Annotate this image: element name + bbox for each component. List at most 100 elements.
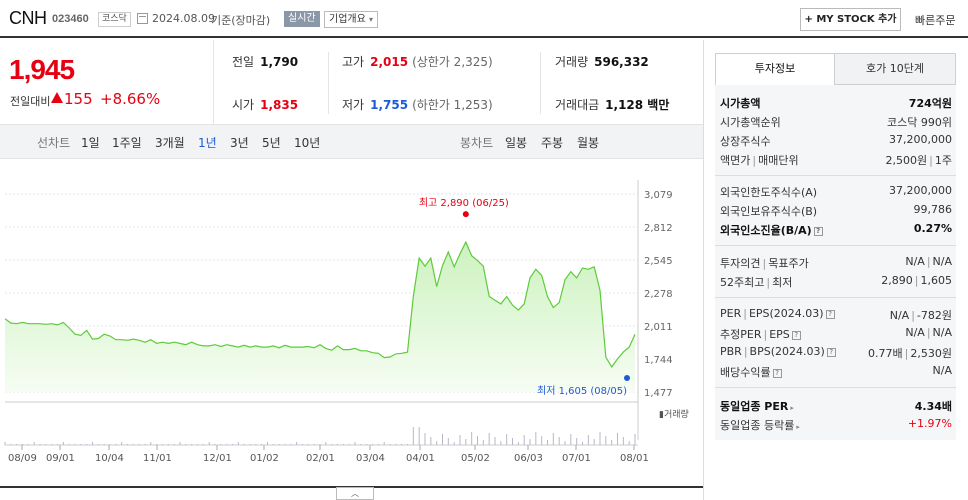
stat-volume: 거래량 596,332 <box>555 53 649 70</box>
tab-daily[interactable]: 일봉 <box>505 136 528 150</box>
stat-value: 1,755 <box>370 98 409 112</box>
x-tick-label: 02/01 <box>306 453 335 464</box>
high-marker <box>462 211 469 218</box>
x-tick-label: 08/09 <box>8 453 37 464</box>
tab-3m[interactable]: 3개월 <box>155 136 185 150</box>
divider <box>715 297 956 298</box>
value: -782원 <box>916 309 952 322</box>
up-arrow-icon <box>51 92 63 103</box>
tab-3y[interactable]: 3년 <box>230 136 249 150</box>
label: EPS <box>769 328 790 341</box>
y-tick-label: 2,011 <box>644 322 673 333</box>
help-icon[interactable]: ? <box>825 310 835 319</box>
value: 0.77배 <box>868 347 903 360</box>
row-est-per-eps: 추정PER | EPS? N/A | N/A <box>720 326 952 341</box>
value: N/A <box>932 364 952 377</box>
tab-weekly[interactable]: 주봉 <box>541 136 564 150</box>
stat-value: 1,128 백만 <box>605 98 670 112</box>
value: 2,890 <box>881 274 913 287</box>
x-tick-label: 12/01 <box>203 453 232 464</box>
company-overview-dropdown[interactable]: 기업개요 ▾ <box>324 11 379 28</box>
stat-value: 1,835 <box>260 98 299 112</box>
value: 1주 <box>934 154 952 167</box>
divider <box>540 52 541 114</box>
candle-chart-label: 봉차트 <box>460 136 494 150</box>
stat-label: 거래대금 <box>555 98 600 112</box>
stat-value: 1,790 <box>260 55 299 69</box>
help-icon[interactable]: ? <box>791 331 801 340</box>
x-tick-label: 09/01 <box>46 453 75 464</box>
label: 동일업종 등락률 <box>720 419 795 432</box>
stat-low: 저가 1,755 (하한가 1,253) <box>342 96 493 113</box>
value: N/A <box>932 255 952 268</box>
divider <box>328 52 329 114</box>
stock-header: CNH 023460 코스닥 2024.08.09 기준(장마감) 실시간 기업… <box>0 0 968 38</box>
realtime-button[interactable]: 실시간 <box>284 11 320 27</box>
row-foreign-exhaustion: 외국인소진율(B/A)? 0.27% <box>720 222 952 240</box>
stat-high: 고가 2,015 (상한가 2,325) <box>342 53 493 70</box>
value: 724억원 <box>908 97 952 110</box>
current-price: 1,945 <box>9 54 75 85</box>
add-my-stock-button[interactable]: + MY STOCK 추가 <box>800 8 901 31</box>
y-tick-label: 3,079 <box>644 190 673 201</box>
label: 투자의견 <box>720 257 761 270</box>
x-tick-label: 08/01 <box>620 453 649 464</box>
chevron-right-icon: ▸ <box>796 423 800 431</box>
tab-1w[interactable]: 1주일 <box>112 136 142 150</box>
price-change-percent: +8.66% <box>100 90 161 108</box>
price-summary: 1,945 전일대비 155 +8.66% <box>0 40 212 122</box>
value: 4.34배 <box>914 400 952 413</box>
help-icon[interactable]: ? <box>826 348 836 357</box>
tab-order-book[interactable]: 호가 10단계 <box>834 53 956 85</box>
row-foreign-holdings: 외국인보유주식수(B) 99,786 <box>720 203 952 221</box>
tab-10y[interactable]: 10년 <box>294 136 321 150</box>
price-chart[interactable]: 3,079 2,812 2,545 2,278 2,011 1,744 1,477 최고 2,… <box>0 160 703 500</box>
row-industry-per[interactable]: 동일업종 PER ▸ 4.34배 <box>720 398 952 416</box>
collapse-button[interactable]: ︿ <box>336 487 374 500</box>
help-icon[interactable]: ? <box>813 227 823 236</box>
upper-limit: (상한가 2,325) <box>412 55 493 69</box>
value: 0.27% <box>913 222 952 235</box>
stat-label: 전일 <box>232 55 255 69</box>
value: N/A <box>932 326 952 339</box>
stock-code: 023460 <box>52 13 89 25</box>
y-tick-label: 1,744 <box>644 355 673 366</box>
x-tick-label: 07/01 <box>562 453 591 464</box>
label: BPS(2024.03) <box>749 345 825 358</box>
label: 시가총액순위 <box>720 116 781 129</box>
tab-5y[interactable]: 5년 <box>262 136 281 150</box>
value: +1.97% <box>907 417 952 430</box>
value: 2,530원 <box>910 347 952 360</box>
tab-investment-info[interactable]: 투자정보 <box>715 53 835 85</box>
x-tick-label: 11/01 <box>143 453 172 464</box>
x-tick-label: 01/02 <box>250 453 279 464</box>
help-icon[interactable]: ? <box>772 369 782 378</box>
tab-1d[interactable]: 1일 <box>81 136 100 150</box>
row-per-eps: PER | EPS(2024.03)? N/A | -782원 <box>720 307 952 322</box>
low-marker <box>624 375 630 381</box>
stat-label: 저가 <box>342 98 365 112</box>
change-label: 전일대비 <box>10 95 51 108</box>
quick-order-link[interactable]: 빠른주문 <box>915 14 956 27</box>
label: PER <box>720 307 742 320</box>
y-tick-label: 2,812 <box>644 223 673 234</box>
value: 코스닥 990위 <box>887 116 952 129</box>
label: 상장주식수 <box>720 135 771 148</box>
row-foreign-limit: 외국인한도주식수(A) 37,200,000 <box>720 184 952 202</box>
price-stats: 전일 1,790 고가 2,015 (상한가 2,325) 거래량 596,332 시가… <box>213 40 703 124</box>
stat-open: 시가 1,835 <box>232 96 298 113</box>
row-industry-change[interactable]: 동일업종 등락률 ▸ +1.97% <box>720 417 952 435</box>
divider <box>715 387 956 388</box>
label: EPS(2024.03) <box>748 307 824 320</box>
x-tick-label: 03/04 <box>356 453 385 464</box>
tab-monthly[interactable]: 월봉 <box>577 136 600 150</box>
row-52week: 52주최고 | 최저 2,890 | 1,605 <box>720 274 953 289</box>
stat-label: 거래량 <box>555 55 589 69</box>
tab-1y[interactable]: 1년 <box>198 136 217 150</box>
lower-limit: (하한가 1,253) <box>412 98 493 112</box>
value: 1,605 <box>920 274 953 287</box>
label: 배당수익률 <box>720 366 771 379</box>
price-line <box>4 240 636 368</box>
value: 99,786 <box>913 203 953 216</box>
stat-value: 2,015 <box>370 55 409 69</box>
